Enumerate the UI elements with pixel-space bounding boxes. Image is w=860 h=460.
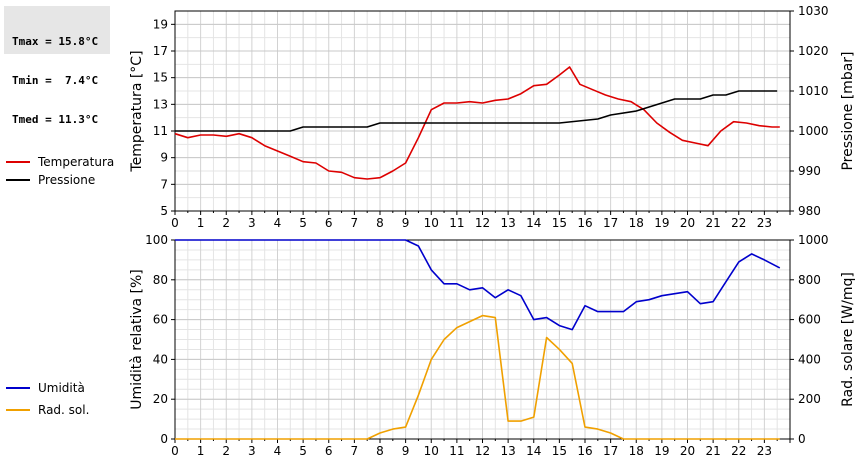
- x-tick-label: 10: [424, 216, 439, 230]
- x-tick-label: 1: [197, 216, 205, 230]
- legend-umidita: Umidità: [6, 380, 85, 396]
- x-tick-label: 11: [449, 216, 464, 230]
- x-tick-label: 13: [500, 216, 515, 230]
- series-line-temperatura: [174, 66, 780, 180]
- legend-label-umidita: Umidità: [38, 381, 85, 395]
- x-tick-label: 13: [500, 444, 515, 458]
- x-tick-label: 14: [526, 216, 541, 230]
- x-tick-label: 21: [705, 216, 720, 230]
- x-tick-label: 15: [552, 216, 567, 230]
- x-tick-label: 10: [424, 444, 439, 458]
- x-tick-label: 3: [248, 444, 256, 458]
- x-tick-label: 12: [475, 216, 490, 230]
- x-tick-label: 11: [449, 444, 464, 458]
- y-tick-label: 60: [153, 313, 168, 327]
- x-tick-label: 19: [654, 216, 669, 230]
- legend-label-temperatura: Temperatura: [38, 155, 115, 169]
- y2-tick-label: 200: [798, 392, 821, 406]
- x-tick-label: 8: [376, 444, 384, 458]
- x-tick-label: 8: [376, 216, 384, 230]
- series-line-pressione: [175, 90, 778, 132]
- y-tick-label: 19: [153, 17, 168, 31]
- y2-tick-label: 1020: [798, 44, 829, 58]
- y2-tick-label: 1030: [798, 4, 829, 18]
- y2-axis-title: Rad. solare [W/mq]: [840, 272, 856, 407]
- y-tick-label: 7: [160, 177, 168, 191]
- y2-tick-label: 600: [798, 313, 821, 327]
- x-tick-label: 1: [197, 444, 205, 458]
- x-tick-label: 16: [577, 444, 592, 458]
- legend-swatch-radsol: [6, 409, 30, 411]
- x-tick-label: 22: [731, 444, 746, 458]
- x-tick-label: 23: [757, 444, 772, 458]
- x-tick-label: 7: [351, 216, 359, 230]
- y2-tick-label: 990: [798, 164, 821, 178]
- x-tick-label: 14: [526, 444, 541, 458]
- y-tick-label: 17: [153, 44, 168, 58]
- x-tick-label: 6: [325, 444, 333, 458]
- x-tick-label: 6: [325, 216, 333, 230]
- y-tick-label: 0: [160, 432, 168, 446]
- x-tick-label: 4: [274, 444, 282, 458]
- legend-swatch-pressione: [6, 179, 30, 181]
- x-tick-label: 2: [222, 216, 230, 230]
- y2-tick-label: 1000: [798, 233, 829, 247]
- y2-tick-label: 1010: [798, 84, 829, 98]
- x-tick-label: 23: [757, 216, 772, 230]
- y-tick-label: 40: [153, 352, 168, 366]
- series-line-umidit-: [175, 239, 781, 331]
- y-tick-label: 9: [160, 151, 168, 165]
- y-axis-title: Temperatura [°C]: [129, 50, 145, 172]
- stats-box: Tmax = 15.8°C Tmin = 7.4°C Tmed = 11.3°C: [4, 6, 110, 126]
- legend-swatch-temperatura: [6, 161, 30, 163]
- x-tick-label: 0: [171, 444, 179, 458]
- x-tick-label: 4: [274, 216, 282, 230]
- x-tick-label: 5: [299, 216, 307, 230]
- x-tick-label: 21: [705, 444, 720, 458]
- y-tick-label: 80: [153, 273, 168, 287]
- y-tick-label: 20: [153, 392, 168, 406]
- y2-tick-label: 1000: [798, 124, 829, 138]
- y2-tick-label: 800: [798, 273, 821, 287]
- x-tick-label: 20: [680, 216, 695, 230]
- x-tick-label: 18: [629, 216, 644, 230]
- x-tick-label: 22: [731, 216, 746, 230]
- y-axis-title: Umidità relativa [%]: [129, 269, 145, 410]
- y-tick-label: 11: [153, 124, 168, 138]
- x-tick-label: 7: [351, 444, 359, 458]
- stat-tmin: Tmin = 7.4°C: [12, 74, 99, 87]
- stat-tmax: Tmax = 15.8°C: [12, 35, 99, 48]
- x-tick-label: 16: [577, 216, 592, 230]
- x-tick-label: 9: [402, 216, 410, 230]
- stat-tmed: Tmed = 11.3°C: [12, 113, 99, 126]
- legend-pressione: Pressione: [6, 172, 95, 188]
- y2-tick-label: 980: [798, 204, 821, 218]
- legend-temperatura: Temperatura: [6, 154, 114, 170]
- y-tick-label: 13: [153, 97, 168, 111]
- legend-label-pressione: Pressione: [38, 173, 96, 187]
- y-tick-label: 15: [153, 71, 168, 85]
- y2-tick-label: 0: [798, 432, 806, 446]
- x-tick-label: 17: [603, 216, 618, 230]
- legend-swatch-umidita: [6, 387, 30, 389]
- x-tick-label: 3: [248, 216, 256, 230]
- x-tick-label: 19: [654, 444, 669, 458]
- x-tick-label: 18: [629, 444, 644, 458]
- series-line-rad-sol-: [175, 314, 780, 440]
- legend-radsol: Rad. sol.: [6, 402, 89, 418]
- x-tick-label: 2: [222, 444, 230, 458]
- legend-label-radsol: Rad. sol.: [38, 403, 90, 417]
- x-tick-label: 12: [475, 444, 490, 458]
- x-tick-label: 9: [402, 444, 410, 458]
- x-tick-label: 15: [552, 444, 567, 458]
- y-tick-label: 5: [160, 204, 168, 218]
- x-tick-label: 0: [171, 216, 179, 230]
- x-tick-label: 5: [299, 444, 307, 458]
- x-tick-label: 17: [603, 444, 618, 458]
- y2-axis-title: Pressione [mbar]: [840, 51, 856, 170]
- y-tick-label: 100: [145, 233, 168, 247]
- y2-tick-label: 400: [798, 352, 821, 366]
- x-tick-label: 20: [680, 444, 695, 458]
